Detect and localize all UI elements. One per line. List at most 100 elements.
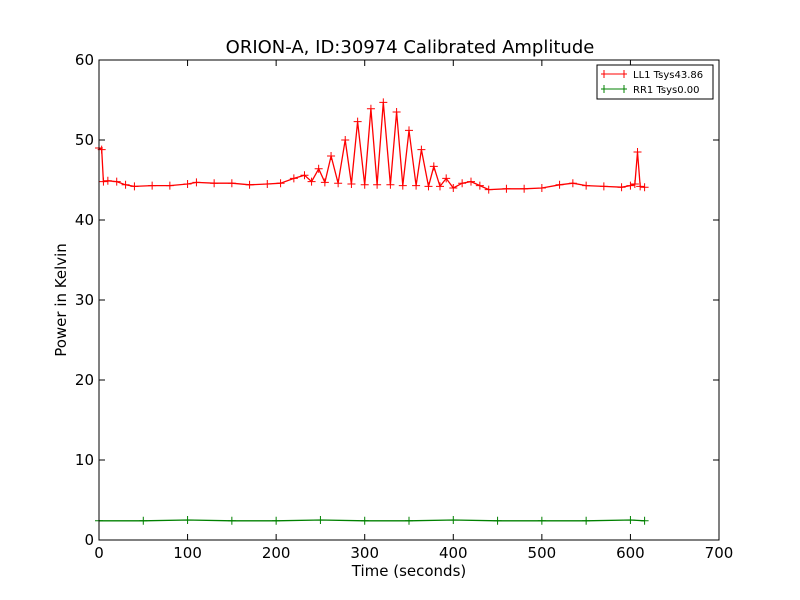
series-0-point xyxy=(475,181,484,190)
series-0-point xyxy=(442,174,451,183)
series-0-point xyxy=(183,180,192,188)
series-0-point xyxy=(314,164,323,173)
series-0-point xyxy=(276,179,285,188)
series-1-point xyxy=(493,516,502,525)
series-1-point xyxy=(582,516,591,525)
series-1-point xyxy=(316,516,325,524)
legend-label-rr1: RR1 Tsys0.00 xyxy=(633,85,700,96)
series-0-point xyxy=(412,181,421,190)
series-0-point xyxy=(360,180,369,189)
x-tick-label: 700 xyxy=(705,544,734,562)
series-line-0 xyxy=(98,102,645,191)
series-0-point xyxy=(121,180,130,189)
series-0-point xyxy=(582,181,591,190)
series-0-point xyxy=(130,182,139,191)
series-0-point xyxy=(568,179,577,188)
series-0-point xyxy=(520,184,529,193)
series-0-point xyxy=(429,162,438,171)
series-0-point xyxy=(436,182,444,191)
series-0-point xyxy=(334,179,343,188)
series-0-point xyxy=(289,174,298,183)
series-0-point xyxy=(640,183,649,192)
series-0-point xyxy=(307,177,316,186)
series-0-point xyxy=(467,177,475,186)
series-line-1 xyxy=(99,519,645,522)
series-0-point xyxy=(373,180,382,189)
series-0-point xyxy=(449,184,458,192)
series-0-point xyxy=(341,136,350,144)
series-0-point xyxy=(353,117,362,126)
series-0-point xyxy=(300,171,309,180)
x-tick-label: 300 xyxy=(350,544,379,562)
chart-title: ORION-A, ID:30974 Calibrated Amplitude xyxy=(226,37,595,58)
series-0-point xyxy=(630,180,639,188)
series-1-point xyxy=(227,516,236,525)
series-0-point xyxy=(327,152,336,160)
y-tick-label: 60 xyxy=(75,51,94,69)
y-tick-label: 0 xyxy=(84,531,94,549)
series-0-point xyxy=(626,181,635,190)
series-0-point xyxy=(502,184,511,193)
series-0-point xyxy=(599,182,608,191)
series-1-point xyxy=(640,516,649,525)
legend-marker-ll1 xyxy=(601,70,627,78)
y-axis-label: Power in Kelvin xyxy=(52,243,70,357)
series-0-point xyxy=(392,108,401,116)
series-0-point xyxy=(245,180,254,189)
series-0-point xyxy=(99,177,108,186)
legend-marker-rr1 xyxy=(601,85,627,93)
series-1-point xyxy=(449,516,458,524)
series-1-point xyxy=(405,516,413,525)
y-tick-label: 30 xyxy=(75,291,94,309)
legend-box xyxy=(596,64,714,100)
series-0-point xyxy=(165,181,174,190)
series-0-point xyxy=(320,178,329,187)
series-0-point xyxy=(484,185,493,194)
series-0-point xyxy=(633,148,642,156)
y-tick-label: 40 xyxy=(75,211,94,229)
series-1-point xyxy=(183,516,192,524)
plot-series xyxy=(95,98,649,525)
series-0-point xyxy=(617,183,626,192)
x-tick-label: 200 xyxy=(262,544,291,562)
series-1-point xyxy=(360,516,369,525)
y-tick-label: 50 xyxy=(75,131,94,149)
series-1-point xyxy=(139,516,148,525)
series-0-point xyxy=(227,179,236,188)
series-1-point xyxy=(626,516,635,524)
x-tick-label: 500 xyxy=(528,544,557,562)
series-0-point xyxy=(112,177,121,186)
series-1-point xyxy=(272,516,281,525)
series-0-point xyxy=(386,180,395,189)
series-0-point xyxy=(263,180,272,188)
series-0-point xyxy=(347,180,356,188)
series-0-point xyxy=(405,126,413,135)
x-tick-label: 100 xyxy=(173,544,202,562)
x-tick-label: 0 xyxy=(94,544,104,562)
series-0-point xyxy=(192,178,201,187)
series-0-point xyxy=(417,145,426,154)
x-axis-label: Time (seconds) xyxy=(351,562,467,580)
series-0-point xyxy=(555,180,564,189)
series-1-point xyxy=(537,516,546,525)
series-0-point xyxy=(103,176,112,185)
x-tick-label: 600 xyxy=(616,544,645,562)
series-0-point xyxy=(398,181,407,190)
series-0-point xyxy=(458,179,467,188)
y-tick-label: 20 xyxy=(75,371,94,389)
series-0-point xyxy=(366,104,375,113)
legend-label-ll1: LL1 Tsys43.86 xyxy=(633,70,703,81)
y-axis-ticks: 0 10 20 30 40 50 60 xyxy=(75,51,719,549)
y-tick-label: 10 xyxy=(75,451,94,469)
series-0-point xyxy=(148,181,157,190)
series-0-point xyxy=(636,182,645,191)
x-tick-label: 400 xyxy=(439,544,468,562)
x-axis-ticks: 0 100 200 300 400 500 600 700 xyxy=(94,60,733,562)
series-0-point xyxy=(379,98,388,107)
series-0-point xyxy=(537,184,546,192)
legend: LL1 Tsys43.86 RR1 Tsys0.00 xyxy=(596,64,714,100)
series-0-point xyxy=(210,179,219,188)
series-0-point xyxy=(424,182,433,191)
